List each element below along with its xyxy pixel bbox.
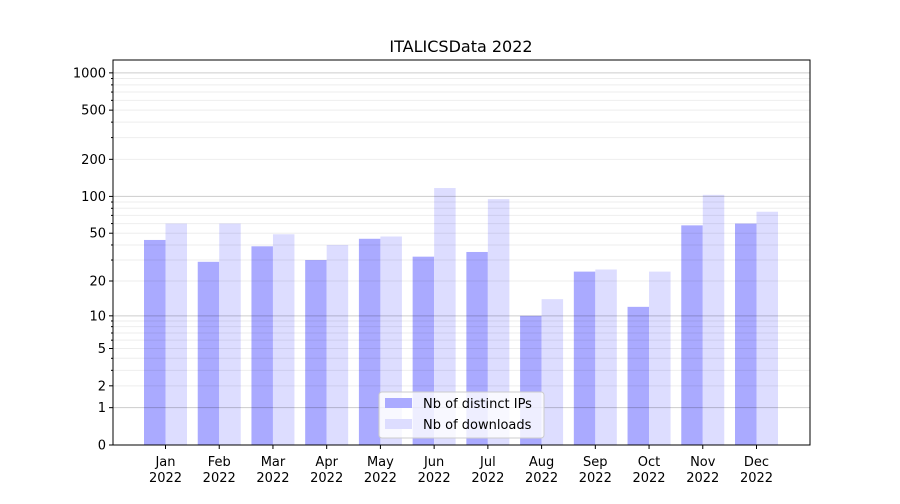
legend: Nb of distinct IPs Nb of downloads xyxy=(378,391,545,439)
y-tick-label: 200 xyxy=(81,153,106,168)
x-tick-label: Aug 2022 xyxy=(525,455,558,486)
x-tick-label: Mar 2022 xyxy=(256,455,289,486)
x-tick-label: Dec 2022 xyxy=(740,455,773,486)
x-tick-label: May 2022 xyxy=(364,455,397,486)
bar-downloads xyxy=(272,234,295,445)
y-tick-label: 100 xyxy=(81,190,106,205)
y-tick-label: 0 xyxy=(98,439,106,454)
bar-distinct-ips xyxy=(305,260,327,445)
bar-downloads xyxy=(702,194,725,445)
bar-downloads xyxy=(487,199,510,445)
bar-distinct-ips xyxy=(251,246,273,445)
y-tick-label: 1000 xyxy=(73,66,106,81)
legend-box xyxy=(378,391,545,439)
y-tick-label: 500 xyxy=(81,104,106,119)
x-tick-label: Sep 2022 xyxy=(579,455,612,486)
bar-downloads xyxy=(219,223,241,445)
x-tick-label: Apr 2022 xyxy=(310,455,343,486)
bar-distinct-ips xyxy=(358,238,381,445)
legend-label: Nb of distinct IPs xyxy=(423,397,532,412)
x-tick-label: Oct 2022 xyxy=(632,455,665,486)
x-tick-label: Jun 2022 xyxy=(418,455,451,486)
bar-downloads xyxy=(541,299,564,445)
x-tick-label: Jul 2022 xyxy=(471,455,504,486)
bar-downloads xyxy=(595,269,617,445)
legend-swatch xyxy=(385,398,412,408)
bar-distinct-ips xyxy=(735,223,757,445)
y-tick-label: 20 xyxy=(89,275,106,290)
bar-distinct-ips xyxy=(681,225,703,445)
x-tick-label: Feb 2022 xyxy=(203,455,236,486)
x-tick-label: Jan 2022 xyxy=(149,455,182,486)
bar-distinct-ips xyxy=(144,239,166,445)
plot-frame xyxy=(112,59,811,446)
y-tick-label: 10 xyxy=(89,309,106,324)
bar-distinct-ips xyxy=(573,271,596,445)
y-tick-label: 5 xyxy=(98,342,106,357)
legend-swatch xyxy=(385,419,412,429)
bar-distinct-ips xyxy=(197,261,220,445)
bar-downloads xyxy=(649,271,671,445)
bar-downloads xyxy=(165,223,187,445)
legend-label: Nb of downloads xyxy=(423,418,532,433)
x-tick-label: Nov 2022 xyxy=(686,455,719,486)
bar-distinct-ips xyxy=(627,306,650,445)
bar-downloads xyxy=(756,211,778,445)
y-tick-label: 2 xyxy=(98,379,106,394)
chart-title: ITALICSData 2022 xyxy=(389,37,532,56)
bar-downloads xyxy=(326,244,349,445)
y-tick-label: 50 xyxy=(89,227,106,242)
y-tick-label: 1 xyxy=(98,401,106,416)
bar-downloads xyxy=(434,188,456,445)
